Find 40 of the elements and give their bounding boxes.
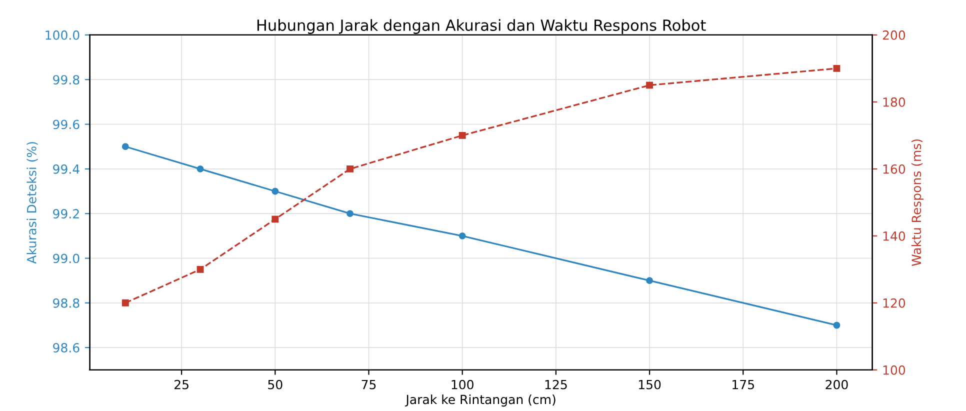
point [196, 165, 204, 172]
y-tick-label: 100.0 [46, 30, 80, 40]
y-tick-label: 98.6 [53, 343, 80, 352]
point [122, 299, 129, 306]
y2-axis-title: Waktu Respons (ms) [911, 139, 924, 266]
point [196, 266, 204, 273]
x-tick-label: 150 [638, 380, 661, 390]
x-tick-label: 125 [545, 380, 567, 390]
point [346, 165, 354, 172]
y-tick-label: 99.2 [53, 209, 79, 219]
x-tick-label: 200 [826, 380, 848, 390]
y-tick-label: 99.6 [53, 120, 80, 130]
y-tick-label: 99.0 [53, 254, 80, 264]
point [122, 143, 129, 150]
y-axis-title: Akurasi Deteksi (%) [26, 142, 38, 264]
point [833, 64, 840, 72]
x-tick-label: 25 [174, 380, 188, 390]
x-tick-label: 75 [362, 380, 376, 390]
x-tick-label: 100 [452, 380, 474, 390]
chart-title: Hubungan Jarak dengan Akurasi dan Waktu Respons Robot [257, 19, 706, 34]
point [646, 82, 654, 89]
x-tick-label: 50 [268, 380, 282, 390]
point [272, 188, 279, 195]
point [458, 232, 466, 240]
y2-tick-label: 180 [883, 97, 906, 107]
y-tick-label: 98.8 [53, 298, 80, 308]
point [646, 277, 654, 284]
x-tick-label: 175 [732, 380, 754, 390]
y2-tick-label: 160 [883, 164, 906, 174]
point [346, 210, 354, 218]
y2-tick-label: 120 [883, 298, 906, 308]
x-axis-title: Jarak ke Rintangan (cm) [405, 394, 556, 407]
point [458, 132, 466, 139]
point [833, 322, 840, 329]
y2-tick-label: 100 [883, 365, 906, 375]
y2-tick-label: 140 [883, 231, 906, 241]
point [272, 216, 279, 223]
y-tick-label: 99.8 [53, 75, 80, 85]
y2-tick-label: 200 [882, 30, 906, 40]
y-tick-label: 99.4 [53, 164, 80, 174]
